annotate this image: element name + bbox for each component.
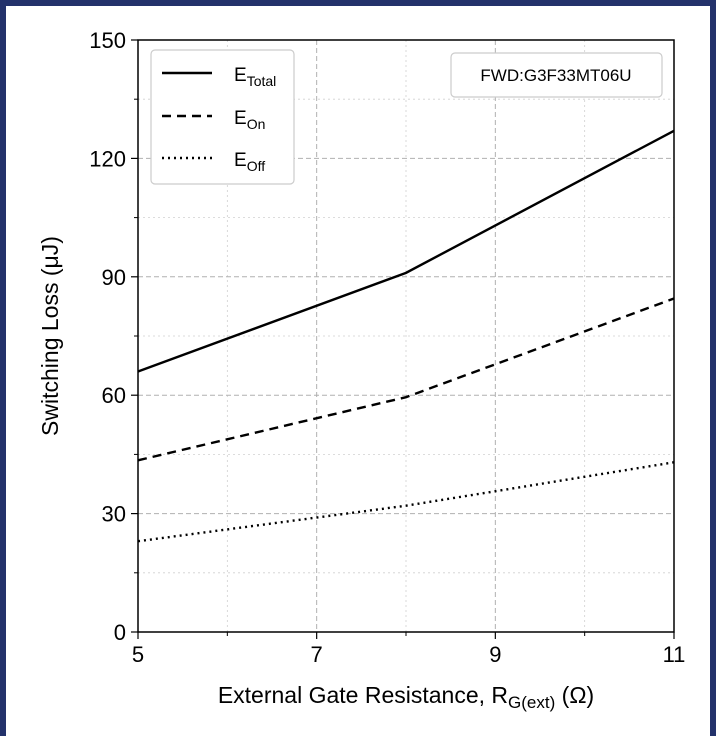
legend-label-on: EOn (234, 108, 265, 132)
x-tick-label: 9 (489, 642, 501, 667)
x-tick-label: 11 (663, 642, 686, 667)
y-axis-label: Switching Loss (μJ) (37, 236, 63, 436)
y-tick-label: 60 (102, 383, 126, 408)
y-tick-label: 90 (102, 265, 126, 290)
y-tick-label: 150 (89, 28, 126, 53)
legend-box (150, 49, 295, 185)
x-axis-label-main: External Gate Resistance, (218, 682, 492, 708)
legend: ETotal EOn EOff (150, 49, 295, 185)
device-badge-text: FWD:G3F33MT06U (480, 66, 631, 85)
y-tick-label: 30 (102, 502, 126, 527)
device-badge: FWD:G3F33MT06U (450, 52, 663, 98)
x-axis-label: External Gate Resistance, RG(ext) (Ω) (218, 682, 594, 712)
legend-label-total: ETotal (234, 65, 276, 89)
x-axis-label-subscript: G(ext) (508, 693, 555, 712)
x-axis-label-symbol: R (491, 682, 508, 708)
legend-label-off: EOff (234, 150, 265, 174)
x-ticks: 5 7 9 11 (132, 632, 686, 667)
y-tick-label: 0 (114, 620, 126, 645)
series-line-on (137, 297, 675, 462)
x-axis-label-unit: (Ω) (555, 682, 594, 708)
y-tick-label: 120 (89, 146, 126, 171)
series-line-off (137, 461, 675, 543)
x-tick-label: 7 (311, 642, 323, 667)
x-tick-label: 5 (132, 642, 144, 667)
series-line-total (137, 129, 675, 373)
device-badge-box (450, 52, 663, 98)
y-ticks: 0 30 60 90 120 150 (89, 28, 138, 645)
series-lines (137, 129, 675, 543)
